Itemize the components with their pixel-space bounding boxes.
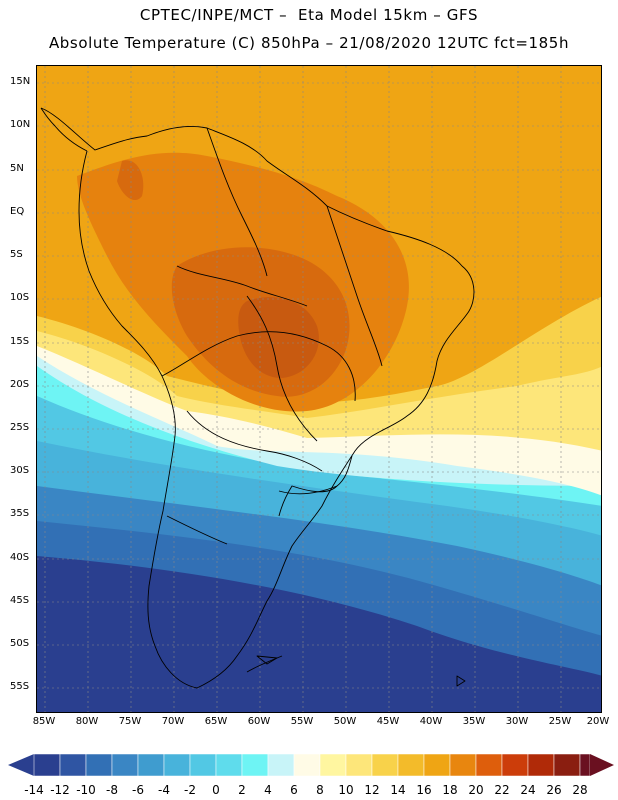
temperature-colorbar	[8, 753, 614, 777]
colorbar-tick-label: 0	[212, 783, 220, 797]
colorbar-high-arrow	[590, 754, 614, 776]
lon-label: 60W	[247, 716, 271, 727]
colorbar-tick-label: -6	[132, 783, 144, 797]
lat-label: 30S	[10, 465, 30, 476]
map-title-variable: Absolute Temperature (C) 850hPa – 21/08/…	[48, 34, 570, 52]
field-hot-core	[238, 297, 319, 378]
lon-label: 80W	[75, 716, 99, 727]
colorbar-tick-label: -4	[158, 783, 170, 797]
colorbar-bin	[59, 753, 87, 777]
colorbar-bin	[111, 753, 139, 777]
lat-label: EQ	[10, 206, 25, 217]
colorbar-tick-label: 24	[520, 783, 536, 797]
map-canvas	[37, 66, 601, 712]
lon-label: 50W	[333, 716, 357, 727]
colorbar-tick-label: 28	[572, 783, 588, 797]
colorbar-bin	[33, 753, 61, 777]
lon-label: 85W	[32, 716, 56, 727]
colorbar-bin	[553, 753, 581, 777]
lon-label: 30W	[505, 716, 529, 727]
lat-label: 35S	[10, 508, 30, 519]
lat-label: 25S	[10, 422, 30, 433]
colorbar-bin	[85, 753, 113, 777]
colorbar-tick-label: 8	[316, 783, 324, 797]
lat-label: 5S	[10, 249, 23, 260]
lon-label: 70W	[161, 716, 185, 727]
lon-label: 40W	[419, 716, 443, 727]
colorbar-bin	[423, 753, 451, 777]
colorbar-low-arrow	[8, 754, 34, 776]
lon-label: 35W	[462, 716, 486, 727]
colorbar-tick-label: 14	[390, 783, 406, 797]
colorbar-tick-label: -12	[50, 783, 70, 797]
colorbar-bin	[449, 753, 477, 777]
colorbar-tick-label: 26	[546, 783, 562, 797]
map-title-model: CPTEC/INPE/MCT – Eta Model 15km – GFS	[139, 6, 479, 24]
colorbar-tick-label: 20	[468, 783, 484, 797]
lon-label: 75W	[118, 716, 142, 727]
colorbar-bin	[501, 753, 529, 777]
colorbar-tick-label: 2	[238, 783, 246, 797]
lon-label: 25W	[548, 716, 572, 727]
colorbar-tick-label: 6	[290, 783, 298, 797]
colorbar-bin	[345, 753, 373, 777]
lat-label: 10S	[10, 292, 30, 303]
colorbar-tick-label: 10	[338, 783, 354, 797]
colorbar-tick-label: 16	[416, 783, 432, 797]
lat-label: 10N	[10, 119, 31, 130]
colorbar-bin	[293, 753, 321, 777]
graticule	[37, 66, 601, 712]
colorbar-bin	[475, 753, 503, 777]
colorbar-tick-label: 22	[494, 783, 510, 797]
colorbar-tick-label: -2	[184, 783, 196, 797]
lat-label: 45S	[10, 595, 30, 606]
lat-label: 40S	[10, 552, 30, 563]
lon-label: 65W	[204, 716, 228, 727]
lat-label: 5N	[10, 163, 24, 174]
lat-label: 15S	[10, 336, 30, 347]
colorbar-bin	[579, 753, 591, 777]
colorbar-tick-label: -10	[76, 783, 96, 797]
temperature-map	[36, 65, 602, 713]
colorbar-bin	[397, 753, 425, 777]
lon-label: 55W	[290, 716, 314, 727]
colorbar-bin	[137, 753, 165, 777]
lat-label: 50S	[10, 638, 30, 649]
colorbar-tick-label: -14	[24, 783, 44, 797]
colorbar-bin	[163, 753, 191, 777]
lat-label: 55S	[10, 681, 30, 692]
colorbar-tick-label: 4	[264, 783, 272, 797]
colorbar-bin	[189, 753, 217, 777]
colorbar-tick-label: 12	[364, 783, 380, 797]
colorbar-bin	[215, 753, 243, 777]
lat-label: 20S	[10, 379, 30, 390]
coastlines	[40, 107, 475, 689]
colorbar-tick-label: -8	[106, 783, 118, 797]
colorbar-bin	[267, 753, 295, 777]
colorbar-bin	[527, 753, 555, 777]
colorbar-bin	[241, 753, 269, 777]
lon-label: 20W	[586, 716, 610, 727]
lat-label: 15N	[10, 76, 31, 87]
lon-label: 45W	[376, 716, 400, 727]
colorbar-bin	[319, 753, 347, 777]
colorbar-tick-label: 18	[442, 783, 458, 797]
colorbar-bin	[371, 753, 399, 777]
